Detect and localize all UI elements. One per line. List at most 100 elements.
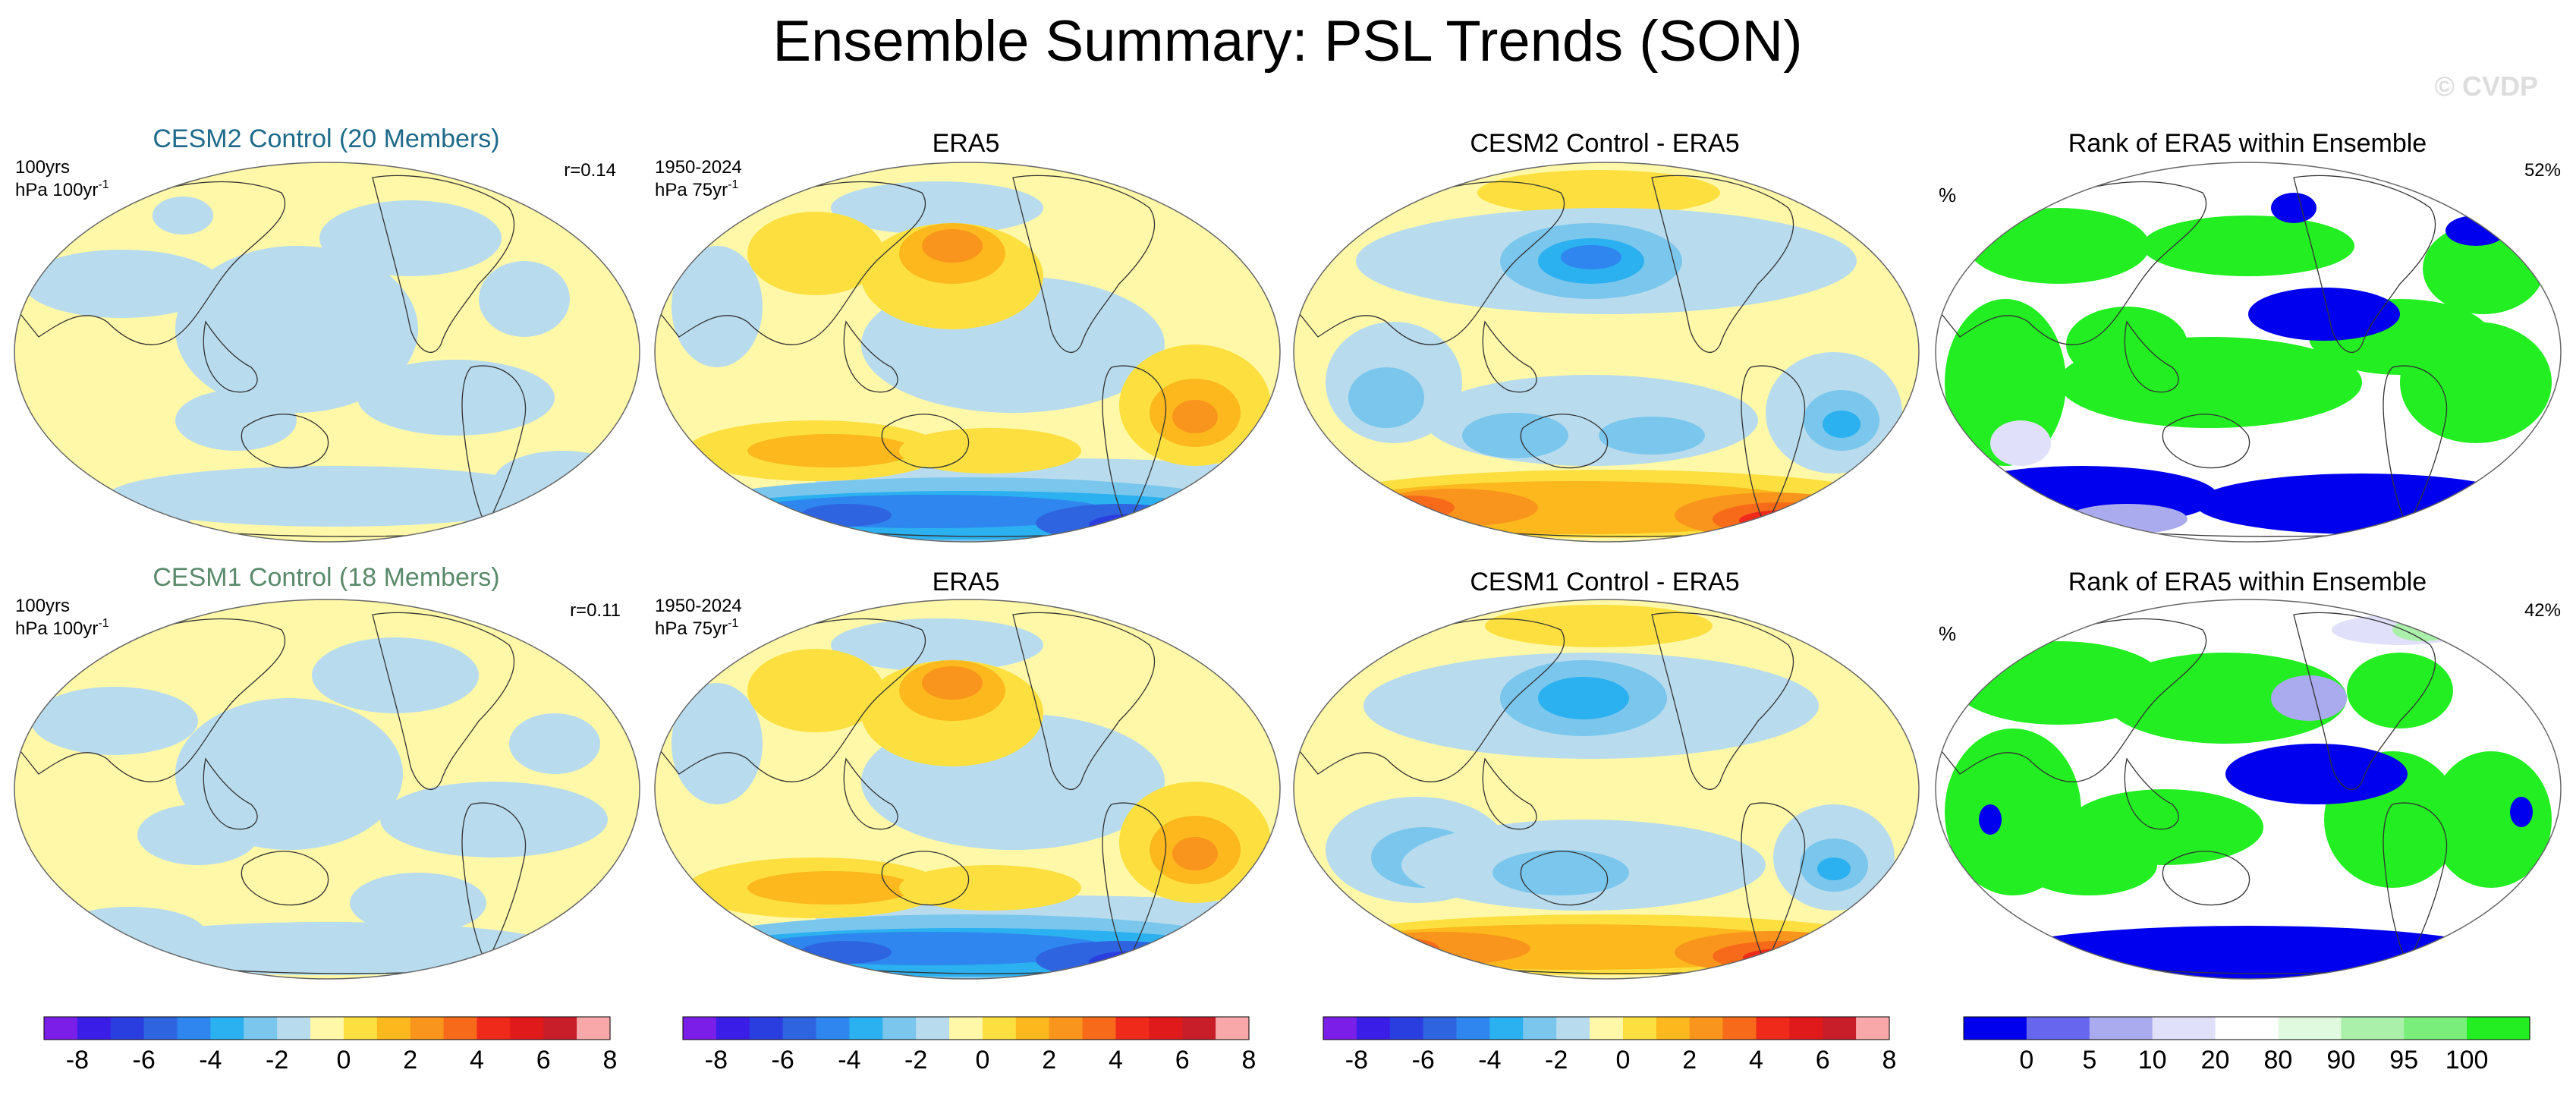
colorbar-swatch <box>443 1017 478 1040</box>
colorbar-tick-label: 0 <box>975 1046 989 1075</box>
row-2: CESM1 Control (18 Members) 100yrs hPa 10… <box>14 563 2562 980</box>
globe-map <box>1935 162 2562 543</box>
map-region <box>1766 516 1811 528</box>
colorbar-swatch <box>143 1017 178 1040</box>
map-region <box>1117 521 1159 533</box>
map-region <box>1990 420 2051 466</box>
colorbar-swatch <box>1556 1017 1590 1040</box>
map-region <box>1348 367 1424 428</box>
colorbar-swatch <box>1082 1017 1117 1040</box>
map-region <box>2271 675 2347 721</box>
map-region <box>1424 375 1758 466</box>
colorbar-swatch <box>2341 1017 2405 1040</box>
panel-rank-row2: Rank of ERA5 within Ensemble % 42% <box>1935 568 2562 980</box>
colorbar-swatch <box>1689 1017 1724 1040</box>
colorbar-swatch <box>1622 1017 1657 1040</box>
colorbar-swatch <box>477 1017 511 1040</box>
colorbar-tick-label: 20 <box>2201 1046 2230 1075</box>
map-region <box>1739 510 1830 531</box>
map-region <box>380 782 608 857</box>
map-region <box>1967 208 2150 284</box>
colorbar-swatch <box>816 1017 851 1040</box>
map-region <box>175 246 418 413</box>
colorbar-tick-label: -8 <box>1345 1046 1368 1075</box>
map-region <box>54 907 206 960</box>
map-region <box>1485 605 1713 647</box>
map-region <box>319 200 502 276</box>
globe-map <box>14 162 640 543</box>
colorbar-swatch <box>1389 1017 1424 1040</box>
colorbar-swatch <box>1149 1017 1183 1040</box>
map-region <box>747 871 914 905</box>
panel-title: Rank of ERA5 within Ensemble <box>2068 129 2427 158</box>
map-region <box>747 649 884 732</box>
panel-title: Rank of ERA5 within Ensemble <box>2068 568 2427 596</box>
globe-map <box>1293 599 1920 980</box>
colorbar-tick-label: 5 <box>2082 1046 2096 1075</box>
colorbar-tick-label: 0 <box>336 1046 351 1075</box>
map-region <box>2225 744 2408 804</box>
colorbar-tick-label: -2 <box>904 1046 927 1075</box>
colorbar-tick-label: 6 <box>1175 1046 1190 1075</box>
units-label: hPa 100yr-1 <box>15 178 109 200</box>
colorbar-tick-label: 4 <box>1749 1046 1763 1075</box>
map-region <box>800 504 892 527</box>
map-region <box>747 434 914 467</box>
rank-percent: 52% <box>2524 160 2561 181</box>
colorbar-tick-label: 0 <box>2019 1046 2033 1075</box>
colorbar-swatch <box>44 1017 78 1040</box>
colorbar-tick-label: 95 <box>2389 1046 2418 1075</box>
map-region <box>2445 216 2506 246</box>
map-region <box>2104 653 2347 744</box>
map-region <box>831 618 1043 672</box>
map-region <box>899 865 1081 911</box>
map-region <box>92 922 562 975</box>
colorbar-trend-3: -8 -6 -4 -2 0 2 4 6 8 <box>1323 1016 1897 1075</box>
map-region <box>137 804 259 865</box>
colorbar-swatch <box>210 1017 244 1040</box>
row-1: CESM2 Control (20 Members) 100yrs hPa 10… <box>14 124 2562 543</box>
colorbar-tick-label: 6 <box>1816 1046 1830 1075</box>
unit-label: % <box>1939 622 1956 645</box>
colorbar-swatch <box>1756 1017 1790 1040</box>
map-region <box>1538 677 1629 719</box>
map-region <box>2392 618 2453 641</box>
colorbar-tick-label: 8 <box>1882 1046 1897 1075</box>
colorbar-tick-label: 0 <box>1615 1046 1630 1075</box>
colorbar-swatch <box>849 1017 883 1040</box>
colorbar-swatch <box>1015 1017 1050 1040</box>
globe-map <box>654 599 1281 980</box>
colorbar-tick-label: -8 <box>705 1046 728 1075</box>
map-region <box>1367 500 1405 515</box>
globe-outline <box>1293 162 1920 543</box>
map-region <box>2400 322 2552 443</box>
units-label: hPa 75yr-1 <box>655 617 738 639</box>
colorbar-swatch <box>77 1017 112 1040</box>
globe-map <box>1293 162 1920 543</box>
colorbar-swatch <box>1182 1017 1216 1040</box>
period-label: 1950-2024 <box>655 596 742 616</box>
map-region <box>357 360 555 436</box>
map-region <box>1036 504 1203 542</box>
globe-outline <box>654 162 1281 543</box>
period-label: 100yrs <box>15 157 70 178</box>
colorbar-swatch <box>882 1017 917 1040</box>
map-region <box>2066 307 2188 382</box>
colorbar-tick-label: 8 <box>1242 1046 1257 1075</box>
map-region <box>922 229 983 263</box>
map-region <box>831 181 1043 234</box>
map-region <box>1713 502 1849 536</box>
map-region <box>2248 288 2400 341</box>
colorbar-swatch <box>982 1017 1017 1040</box>
map-region <box>1089 951 1180 974</box>
map-region <box>479 261 570 337</box>
colorbar-swatch <box>2467 1017 2530 1040</box>
map-region <box>2347 653 2453 728</box>
map-region <box>509 713 600 774</box>
colorbar-tick-label: 4 <box>470 1046 484 1075</box>
colorbar-swatch <box>1856 1017 1890 1040</box>
colorbar-tick-label: -6 <box>1412 1046 1435 1075</box>
map-region <box>2430 751 2552 888</box>
panel-title: CESM2 Control (20 Members) <box>153 124 499 153</box>
